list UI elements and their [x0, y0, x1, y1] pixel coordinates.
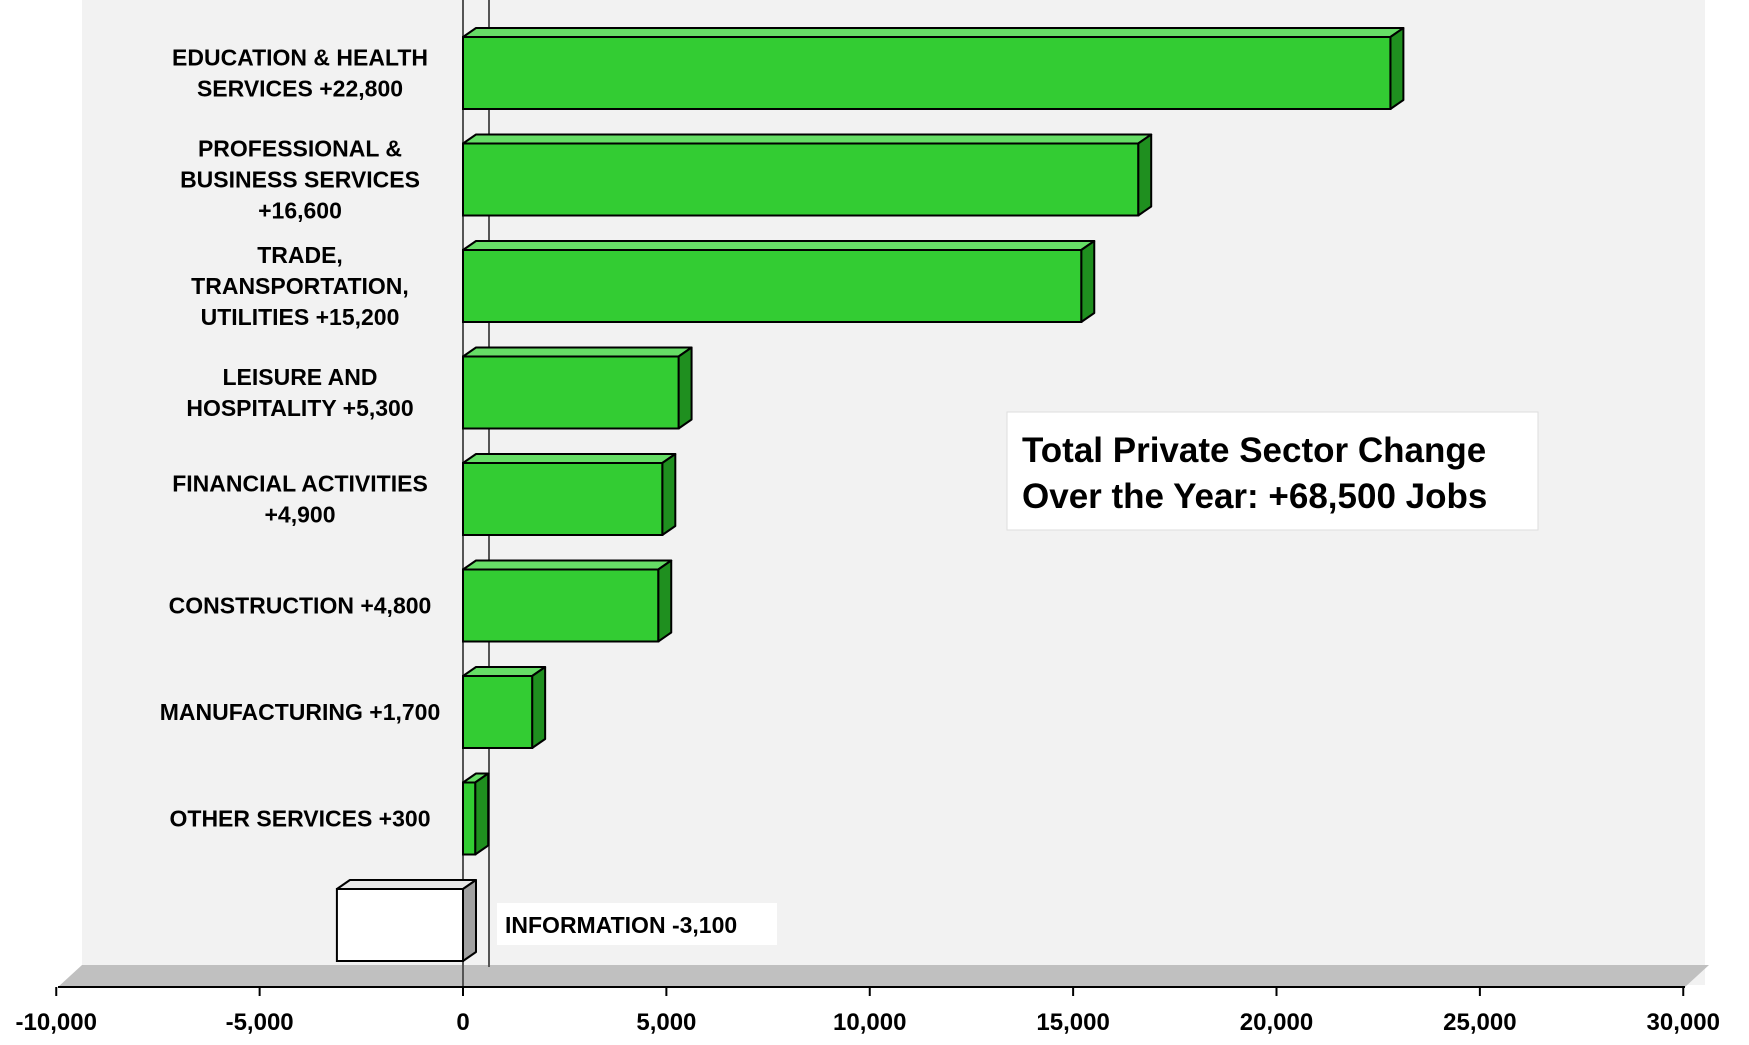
- x-tick-label: -5,000: [226, 1009, 294, 1036]
- category-label: UTILITIES +15,200: [201, 304, 400, 330]
- bar-top-face: [462, 559, 673, 571]
- category-label: +16,600: [258, 198, 342, 224]
- bar-top-face: [462, 133, 1153, 145]
- category-labels: EDUCATION & HEALTH SERVICES +22,800 PROFES…: [160, 45, 777, 945]
- category-label: FINANCIAL ACTIVITIES: [172, 471, 428, 497]
- x-tick-label: 25,000: [1443, 1009, 1516, 1036]
- bar-6: [462, 666, 547, 749]
- bar-top-face: [462, 453, 677, 464]
- bar-1: [462, 133, 1153, 217]
- annotation-text: Total Private Sector Change: [1022, 431, 1486, 470]
- category-label: MANUFACTURING +1,700: [160, 699, 441, 725]
- bar-front-face: [462, 781, 477, 856]
- category-label: PROFESSIONAL &: [198, 136, 402, 162]
- bar-side-face: [531, 666, 547, 749]
- category-label: SERVICES +22,800: [197, 76, 403, 102]
- bar-side-face: [657, 559, 673, 643]
- bar-top-face: [462, 27, 1405, 38]
- bar-top-face: [335, 879, 477, 890]
- category-label: +4,900: [265, 502, 336, 528]
- bar-front-face: [462, 462, 664, 536]
- negative-label-box: [497, 903, 777, 945]
- category-label: TRANSPORTATION,: [191, 273, 409, 299]
- category-label: TRADE,: [257, 242, 343, 268]
- x-tick-label: 10,000: [833, 1009, 906, 1036]
- bar-front-face: [462, 36, 1392, 110]
- bar-side-face: [661, 453, 677, 536]
- annotation-text: Over the Year: +68,500 Jobs: [1022, 477, 1487, 516]
- x-axis-ticks: -10,000 -5,000 0 5,000 10,000 15,000 20,000 25,…: [16, 987, 1720, 1036]
- category-label: CONSTRUCTION +4,800: [169, 593, 432, 619]
- category-label: INFORMATION -3,100: [505, 912, 737, 938]
- bars-group: [335, 27, 1405, 962]
- bar-side-face: [677, 346, 693, 430]
- x-tick-label: 0: [456, 1009, 469, 1036]
- bar-front-face: [462, 355, 680, 430]
- bar-side-face: [1389, 27, 1405, 110]
- x-tick-label: 5,000: [636, 1009, 696, 1036]
- bar-front-face: [462, 675, 534, 749]
- category-label: LEISURE AND: [222, 364, 377, 390]
- bar-4: [462, 453, 677, 536]
- chart-floor: [58, 965, 1709, 987]
- x-tick-label: 15,000: [1036, 1009, 1109, 1036]
- category-label: EDUCATION & HEALTH: [172, 45, 428, 71]
- category-label: BUSINESS SERVICES: [180, 167, 420, 193]
- x-tick-label: -10,000: [16, 1009, 97, 1036]
- x-tick-label: 20,000: [1240, 1009, 1313, 1036]
- bar-front-face: [335, 888, 464, 962]
- bar-side-face: [1080, 240, 1096, 323]
- bar-side-face: [1137, 133, 1153, 217]
- bar-top-face: [462, 346, 693, 358]
- bar-front-face: [462, 142, 1140, 217]
- bar-3: [462, 346, 693, 430]
- bar-0: [462, 27, 1405, 110]
- x-tick-label: 30,000: [1647, 1009, 1720, 1036]
- bar-7: [462, 772, 490, 856]
- annotation-box: [1006, 411, 1539, 531]
- category-label: HOSPITALITY +5,300: [186, 395, 413, 421]
- bar-8: [335, 879, 477, 962]
- bar-5: [462, 559, 673, 643]
- bar-side-face: [474, 772, 490, 856]
- total-annotation: Total Private Sector Change Over the Year…: [1006, 411, 1539, 531]
- bar-front-face: [462, 249, 1083, 323]
- bar-top-face: [462, 240, 1096, 251]
- bar-side-face: [462, 879, 477, 962]
- category-label: OTHER SERVICES +300: [170, 806, 431, 832]
- bar-front-face: [462, 568, 660, 643]
- bar-2: [462, 240, 1096, 323]
